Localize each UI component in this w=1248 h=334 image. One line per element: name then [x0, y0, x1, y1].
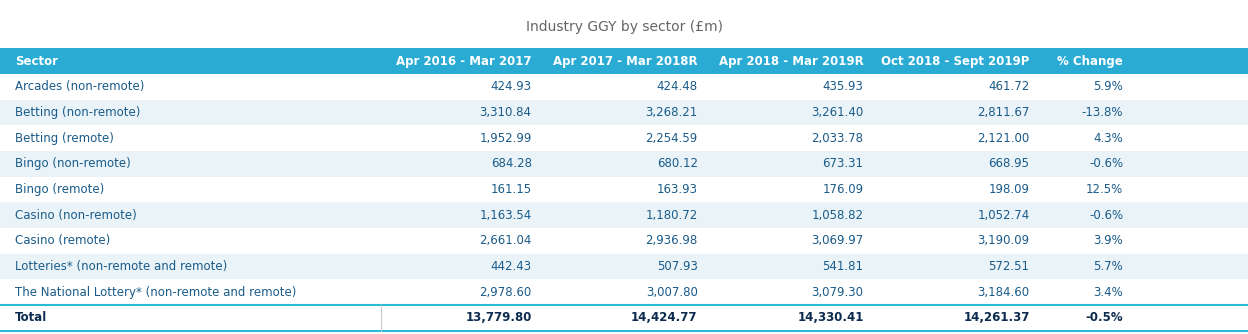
Text: Total: Total [15, 311, 47, 324]
Text: 1,163.54: 1,163.54 [479, 209, 532, 222]
Text: Apr 2017 - Mar 2018R: Apr 2017 - Mar 2018R [553, 55, 698, 68]
Text: 2,121.00: 2,121.00 [977, 132, 1030, 145]
Bar [0, 48, 1248, 74]
Bar [0, 254, 1248, 279]
Text: -0.5%: -0.5% [1086, 311, 1123, 324]
Text: 12.5%: 12.5% [1086, 183, 1123, 196]
Text: 5.9%: 5.9% [1093, 80, 1123, 94]
Text: Betting (remote): Betting (remote) [15, 132, 114, 145]
Text: 5.7%: 5.7% [1093, 260, 1123, 273]
Text: Arcades (non-remote): Arcades (non-remote) [15, 80, 145, 94]
Text: Casino (remote): Casino (remote) [15, 234, 110, 247]
Text: 161.15: 161.15 [490, 183, 532, 196]
Text: 2,254.59: 2,254.59 [645, 132, 698, 145]
Text: 3,190.09: 3,190.09 [977, 234, 1030, 247]
Bar [0, 228, 1248, 254]
Text: 4.3%: 4.3% [1093, 132, 1123, 145]
Bar [0, 279, 1248, 305]
Text: 3.9%: 3.9% [1093, 234, 1123, 247]
Text: Apr 2016 - Mar 2017: Apr 2016 - Mar 2017 [396, 55, 532, 68]
Text: 507.93: 507.93 [656, 260, 698, 273]
Text: Oct 2018 - Sept 2019P: Oct 2018 - Sept 2019P [881, 55, 1030, 68]
Text: 2,811.67: 2,811.67 [977, 106, 1030, 119]
Text: 680.12: 680.12 [656, 157, 698, 170]
Text: 461.72: 461.72 [988, 80, 1030, 94]
Bar [0, 202, 1248, 228]
Text: 3,310.84: 3,310.84 [479, 106, 532, 119]
Text: -0.6%: -0.6% [1090, 209, 1123, 222]
Text: 442.43: 442.43 [490, 260, 532, 273]
Text: Sector: Sector [15, 55, 57, 68]
Text: 435.93: 435.93 [822, 80, 864, 94]
Bar [0, 151, 1248, 177]
Text: Lotteries* (non-remote and remote): Lotteries* (non-remote and remote) [15, 260, 227, 273]
Text: 1,180.72: 1,180.72 [645, 209, 698, 222]
Text: 13,779.80: 13,779.80 [466, 311, 532, 324]
Text: Bingo (remote): Bingo (remote) [15, 183, 105, 196]
Text: 198.09: 198.09 [988, 183, 1030, 196]
Text: 2,033.78: 2,033.78 [811, 132, 864, 145]
Text: 3,007.80: 3,007.80 [645, 286, 698, 299]
Text: 668.95: 668.95 [988, 157, 1030, 170]
Text: 2,661.04: 2,661.04 [479, 234, 532, 247]
Text: 3,184.60: 3,184.60 [977, 286, 1030, 299]
Text: 3.4%: 3.4% [1093, 286, 1123, 299]
Text: % Change: % Change [1057, 55, 1123, 68]
Text: Betting (non-remote): Betting (non-remote) [15, 106, 140, 119]
Text: 1,952.99: 1,952.99 [479, 132, 532, 145]
Text: 163.93: 163.93 [656, 183, 698, 196]
Text: 1,058.82: 1,058.82 [811, 209, 864, 222]
Text: 14,330.41: 14,330.41 [797, 311, 864, 324]
Bar [0, 100, 1248, 125]
Bar [0, 125, 1248, 151]
Text: Bingo (non-remote): Bingo (non-remote) [15, 157, 131, 170]
Text: Casino (non-remote): Casino (non-remote) [15, 209, 137, 222]
Text: -13.8%: -13.8% [1082, 106, 1123, 119]
Text: 1,052.74: 1,052.74 [977, 209, 1030, 222]
Text: 14,261.37: 14,261.37 [963, 311, 1030, 324]
Text: Apr 2018 - Mar 2019R: Apr 2018 - Mar 2019R [719, 55, 864, 68]
Text: The National Lottery* (non-remote and remote): The National Lottery* (non-remote and re… [15, 286, 296, 299]
Text: -0.6%: -0.6% [1090, 157, 1123, 170]
Bar [0, 305, 1248, 331]
Text: Industry GGY by sector (£m): Industry GGY by sector (£m) [525, 20, 723, 34]
Text: 14,424.77: 14,424.77 [631, 311, 698, 324]
Text: 3,079.30: 3,079.30 [811, 286, 864, 299]
Bar [0, 74, 1248, 100]
Text: 541.81: 541.81 [822, 260, 864, 273]
Text: 684.28: 684.28 [490, 157, 532, 170]
Text: 3,069.97: 3,069.97 [811, 234, 864, 247]
Text: 3,268.21: 3,268.21 [645, 106, 698, 119]
Bar [0, 177, 1248, 202]
Text: 673.31: 673.31 [822, 157, 864, 170]
Text: 424.93: 424.93 [490, 80, 532, 94]
Text: 424.48: 424.48 [656, 80, 698, 94]
Text: 2,936.98: 2,936.98 [645, 234, 698, 247]
Text: 2,978.60: 2,978.60 [479, 286, 532, 299]
Text: 176.09: 176.09 [822, 183, 864, 196]
Text: 3,261.40: 3,261.40 [811, 106, 864, 119]
Text: 572.51: 572.51 [988, 260, 1030, 273]
